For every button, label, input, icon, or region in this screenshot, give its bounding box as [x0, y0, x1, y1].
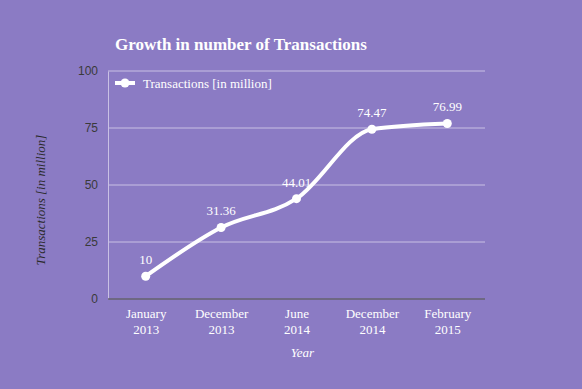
y-tick-label: 25: [85, 235, 99, 249]
legend: Transactions [in million]: [115, 76, 272, 91]
data-label: 74.47: [357, 105, 387, 120]
legend-item[interactable]: Transactions [in million]: [115, 76, 272, 91]
marker[interactable]: [141, 272, 150, 281]
data-label: 76.99: [433, 99, 462, 114]
y-axis: 0 25 50 75 100: [78, 64, 109, 306]
marker[interactable]: [443, 119, 452, 128]
x-tick-label: June2014: [284, 306, 311, 337]
y-tick: 25: [85, 235, 108, 249]
marker[interactable]: [292, 194, 301, 203]
x-tick-label-part: December: [346, 306, 400, 321]
grid: [108, 71, 485, 299]
series-line: [146, 123, 448, 276]
x-tick-label-part: 2014: [359, 322, 386, 337]
x-tick-label-part: 2015: [435, 322, 461, 337]
chart: Growth in number of Transactions 0 25 50 75 1…: [0, 0, 582, 389]
x-axis-line: [108, 299, 485, 300]
x-tick-label-part: 2014: [284, 322, 311, 337]
y-tick-label: 100: [78, 64, 98, 78]
title: Growth in number of Transactions: [115, 35, 367, 54]
y-tick: 50: [85, 178, 108, 192]
data-label: 10: [139, 252, 152, 267]
x-axis: January2013December2013June2014December2…: [108, 299, 485, 337]
background: [0, 0, 582, 389]
data-label: 44.01: [282, 175, 311, 190]
grid-line: [108, 71, 485, 72]
grid-line: [108, 242, 485, 243]
marker[interactable]: [217, 223, 226, 232]
data-labels: 10 31.36 44.01 74.47 76.99: [139, 99, 462, 267]
x-tick-label: January2013: [126, 306, 167, 337]
y-tick: 0: [91, 292, 108, 306]
x-tick-label-part: January: [126, 306, 167, 321]
x-tick-label-part: June: [285, 306, 309, 321]
x-tick-label: February2015: [424, 306, 471, 337]
x-tick-label-part: December: [195, 306, 249, 321]
x-tick: February2015: [424, 299, 471, 337]
y-tick-label: 50: [85, 178, 99, 192]
marker[interactable]: [367, 125, 376, 134]
legend-marker: [121, 79, 130, 88]
x-tick-label-part: 2013: [209, 322, 235, 337]
x-tick: January2013: [126, 299, 167, 337]
plot-area: [141, 119, 452, 281]
x-tick-label-part: 2013: [133, 322, 159, 337]
y-tick: 100: [78, 64, 108, 78]
y-tick: 75: [85, 121, 108, 135]
x-tick-label: December2014: [346, 306, 400, 337]
x-tick: December2014: [346, 299, 400, 337]
y-tick-label: 0: [91, 292, 98, 306]
data-label: 31.36: [206, 203, 236, 218]
y-axis-line: [108, 72, 109, 300]
y-axis-title: Transactions [in million]: [33, 135, 48, 266]
x-tick: December2013: [195, 299, 249, 337]
legend-label: Transactions [in million]: [143, 76, 272, 91]
x-tick-label-part: February: [424, 306, 471, 321]
grid-line: [108, 128, 485, 129]
x-axis-title: Year: [291, 345, 315, 360]
grid-line: [108, 299, 485, 300]
y-tick-label: 75: [85, 121, 99, 135]
x-tick-label: December2013: [195, 306, 249, 337]
x-tick: June2014: [284, 299, 311, 337]
